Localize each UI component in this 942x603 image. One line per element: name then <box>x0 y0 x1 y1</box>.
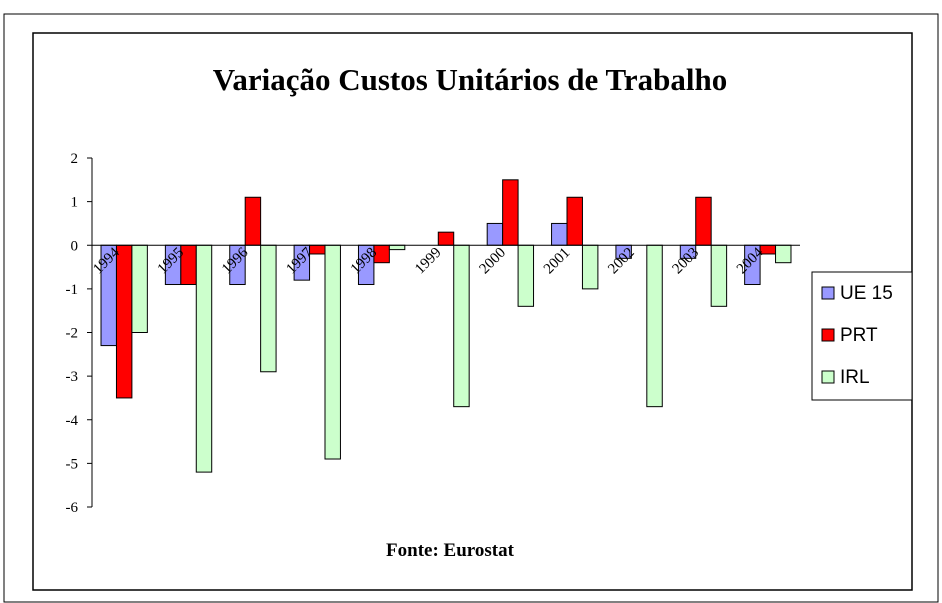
y-tick-label: -1 <box>66 282 79 298</box>
y-tick-label: -2 <box>66 326 79 342</box>
bar <box>180 244 197 286</box>
legend-swatch <box>821 370 835 384</box>
chart-title: Variação Custos Unitários de Trabalho <box>213 62 727 97</box>
bar <box>566 196 583 246</box>
legend-label: PRT <box>840 325 878 346</box>
bar <box>115 244 133 399</box>
bar <box>244 196 262 246</box>
bar <box>453 244 470 408</box>
legend-label: IRL <box>840 367 870 388</box>
bar <box>486 222 504 246</box>
y-tick-label: -4 <box>66 413 79 429</box>
bar <box>502 179 519 246</box>
bar <box>388 244 406 251</box>
bar <box>260 244 277 373</box>
source-note: Fonte: Eurostat <box>386 540 515 561</box>
bar <box>775 244 792 264</box>
chart-frame <box>32 32 913 591</box>
bar <box>131 244 148 333</box>
legend-label: UE 15 <box>840 283 893 304</box>
bar <box>581 244 599 290</box>
bar <box>646 244 663 408</box>
bar <box>551 222 568 246</box>
y-tick-label: 1 <box>71 195 79 211</box>
y-tick-label: 0 <box>71 238 79 254</box>
legend-swatch <box>821 328 835 342</box>
bar <box>195 244 213 473</box>
bar <box>695 196 712 246</box>
legend-swatch <box>821 286 835 300</box>
y-tick-label: -6 <box>66 500 79 516</box>
bar <box>710 244 728 307</box>
bar <box>324 244 341 460</box>
y-tick-label: 2 <box>71 151 79 167</box>
y-tick-label: -5 <box>66 456 79 472</box>
y-tick-label: -3 <box>66 369 79 385</box>
bar <box>437 231 455 246</box>
bar <box>517 244 535 307</box>
